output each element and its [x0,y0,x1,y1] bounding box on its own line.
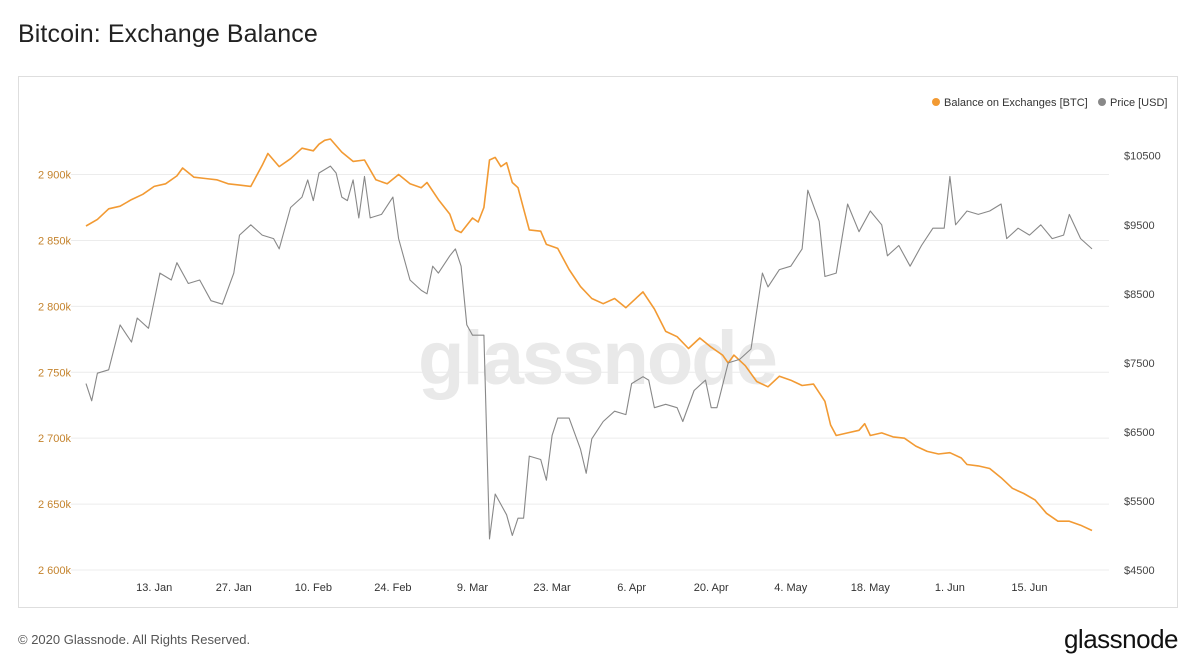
x-tick-label: 24. Feb [374,582,411,594]
x-tick-label: 20. Apr [694,582,729,594]
price-series-line [85,165,1093,540]
y-right-tick-label: $6500 [1124,427,1155,439]
glassnode-logo[interactable]: glassnode [1063,624,1179,654]
y-left-tick-label: 2 650k [38,499,72,511]
legend-marker-price [1098,98,1106,106]
y-left-tick-label: 2 850k [38,235,72,247]
y-right-tick-label: $9500 [1124,220,1155,232]
y-left-tick-label: 2 800k [38,301,72,313]
y-right-tick-label: $4500 [1124,565,1155,577]
x-tick-label: 23. Mar [533,582,571,594]
watermark-text: glassnode [418,316,776,401]
x-tick-label: 18. May [851,582,891,594]
y-left-tick-label: 2 700k [38,433,72,445]
y-right-tick-label: $10500 [1124,151,1161,163]
page-title: Bitcoin: Exchange Balance [18,20,318,48]
x-tick-label: 6. Apr [617,582,646,594]
legend-label-price: Price [USD] [1110,97,1167,109]
x-tick-label: 15. Jun [1011,582,1047,594]
x-tick-label: 10. Feb [295,582,332,594]
legend-marker-balance [932,98,940,106]
x-tick-label: 27. Jan [216,582,252,594]
y-left-tick-label: 2 900k [38,170,72,182]
legend-label-balance: Balance on Exchanges [BTC] [944,97,1088,109]
copyright-text: © 2020 Glassnode. All Rights Reserved. [18,632,251,647]
y-right-tick-label: $5500 [1124,496,1155,508]
y-right-tick-label: $8500 [1124,289,1155,301]
x-tick-label: 1. Jun [935,582,965,594]
balance-series-line [85,138,1093,532]
y-right-tick-label: $7500 [1124,358,1155,370]
y-left-tick-label: 2 750k [38,367,72,379]
x-tick-label: 9. Mar [457,582,489,594]
x-tick-label: 4. May [774,582,808,594]
y-left-tick-label: 2 600k [38,565,72,577]
x-tick-label: 13. Jan [136,582,172,594]
chart-svg: 2 600k 2 650k 2 700k 2 750k 2 800k 2 850k 2 90… [38,97,1167,594]
chart-panel: 2 600k 2 650k 2 700k 2 750k 2 800k 2 850k 2 90… [18,76,1178,608]
